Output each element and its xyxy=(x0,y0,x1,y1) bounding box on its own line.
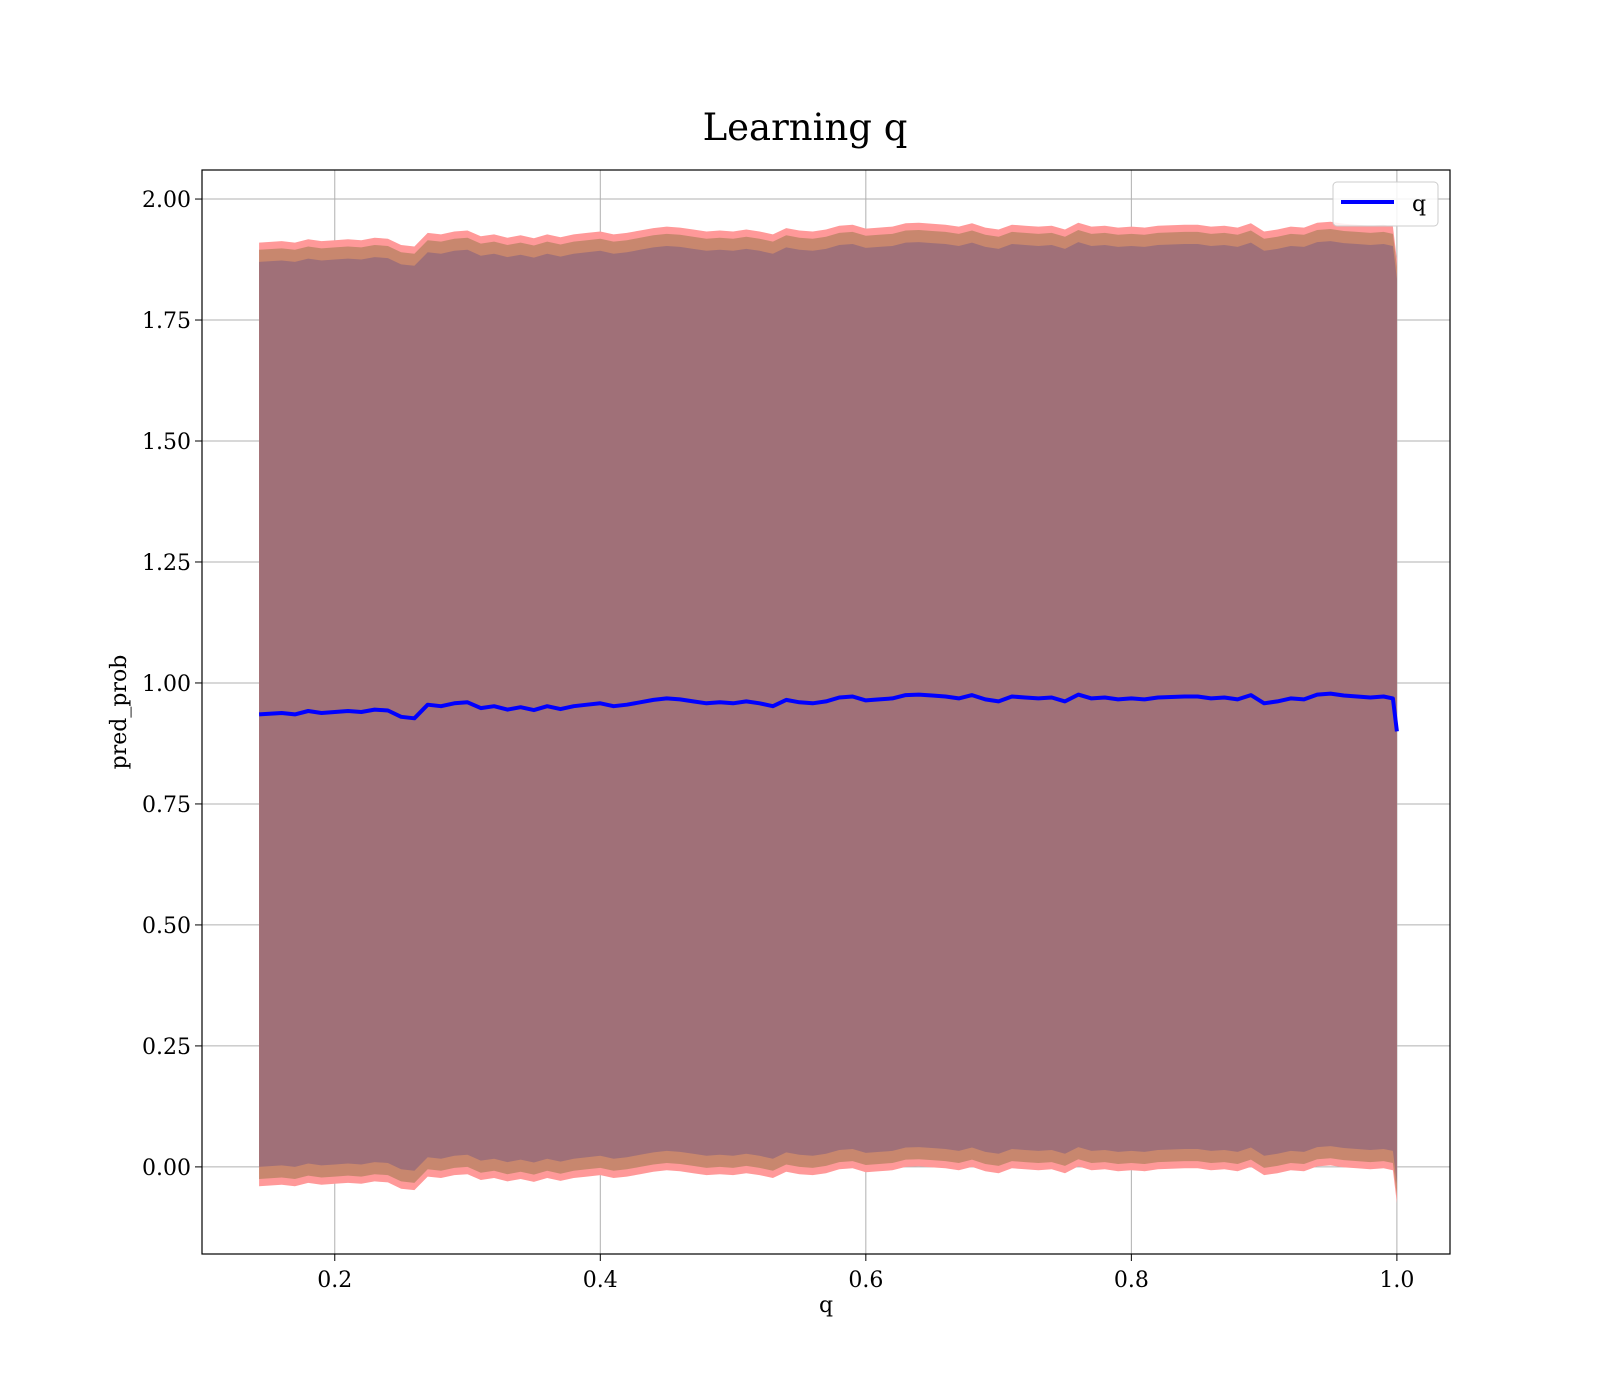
y-tick-label: 1.00 xyxy=(142,672,191,697)
y-tick-label: 0.75 xyxy=(142,793,191,818)
y-tick-label: 0.00 xyxy=(142,1156,191,1181)
y-tick-label: 1.75 xyxy=(142,309,191,334)
x-axis-label: q xyxy=(819,1293,833,1318)
y-axis-label: pred_prob xyxy=(107,655,132,770)
x-tick-label: 0.6 xyxy=(848,1268,883,1293)
y-tick-label: 1.25 xyxy=(142,551,191,576)
plot-area xyxy=(202,170,1450,1254)
x-tick-label: 0.8 xyxy=(1114,1268,1149,1293)
series-line-q xyxy=(258,691,1399,732)
inner-band xyxy=(259,241,1397,1184)
x-tick-label: 1.0 xyxy=(1379,1268,1414,1293)
x-tick-label: 0.2 xyxy=(317,1268,352,1293)
y-tick-label: 0.25 xyxy=(142,1035,191,1060)
plot-frame xyxy=(201,169,1451,1255)
tick-layer: 0.2 0.4 0.6 0.8 1.0 0.00 0.25 0.50 0.75 1.00 1.25 1… xyxy=(142,188,1414,1293)
y-tick-label: 2.00 xyxy=(142,188,191,213)
x-tick-label: 0.4 xyxy=(583,1268,618,1293)
chart-title: Learning q xyxy=(703,106,908,149)
y-tick-label: 1.50 xyxy=(142,430,191,455)
legend: q xyxy=(1332,181,1439,227)
legend-label: q xyxy=(1412,192,1426,217)
y-tick-label: 0.50 xyxy=(142,914,191,939)
